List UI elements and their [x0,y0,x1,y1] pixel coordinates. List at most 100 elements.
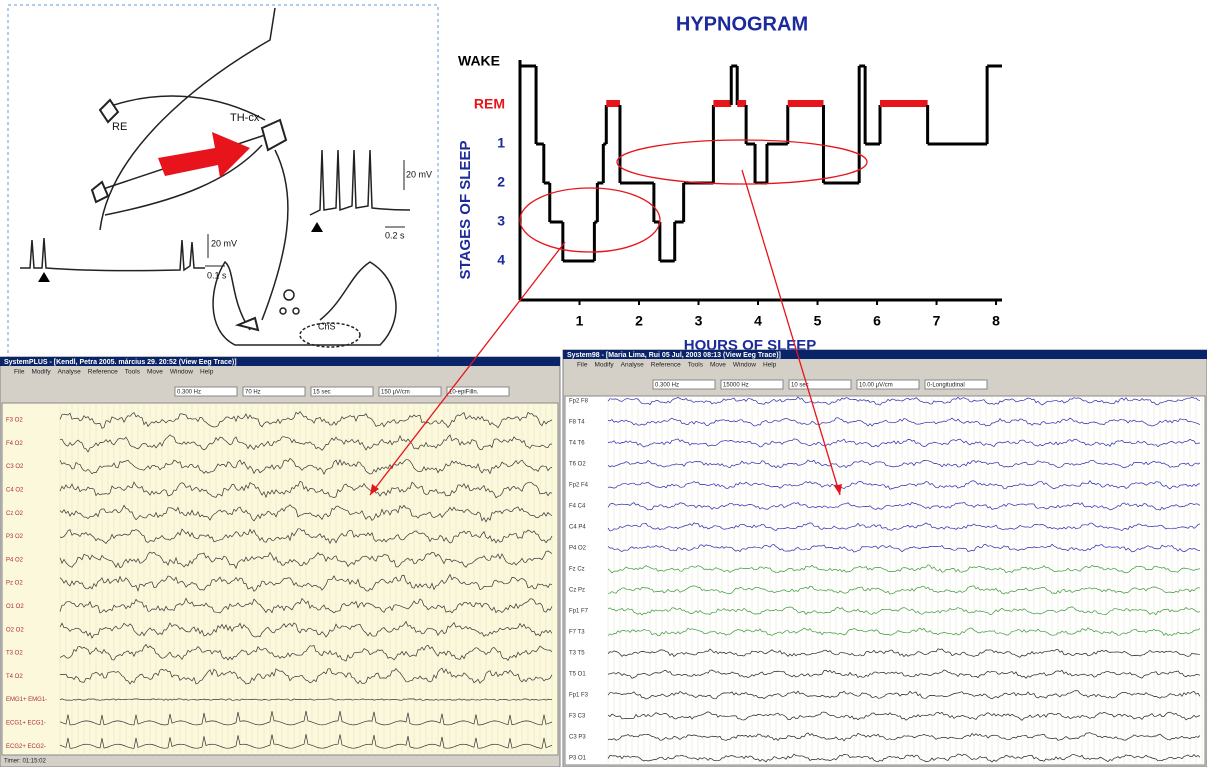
eeg-trace [607,606,1201,616]
diagram-frame [7,4,439,359]
menu-item: Window [733,362,756,369]
label: 0.1 s [207,270,227,280]
eeg-trace [59,550,553,570]
channel-label: O1 O2 [6,604,24,610]
toolbar-field [242,386,306,397]
toolbar-value: 0.300 Hz [655,383,679,389]
menu-item: Modify [594,362,614,369]
channel-label: P3 O1 [569,756,587,762]
rem-block [606,100,620,107]
title-bar [0,357,560,366]
toolbar-value: 15000 Hz [723,383,749,389]
x-tick-label: 4 [754,313,762,329]
toolbar-value: 0-Longitudinal [927,383,965,389]
title-bar [563,350,1207,359]
eeg-trace [607,564,1201,574]
annotations [369,139,868,496]
y-axis-label: STAGES OF SLEEP [457,141,474,280]
hypnogram: 1 2 3 4 5 6 7 8 WAKE REM 1 2 3 4 [458,53,1002,329]
toolbar-value: 10 sec [791,383,809,389]
channel-label: Fp2 F8 [569,399,589,405]
x-tick-label: 8 [992,313,1000,329]
channel-label: C4 P4 [569,525,586,531]
label: ChS [318,321,336,331]
menu-item: Help [200,369,214,376]
menu-item: Analyse [58,369,82,376]
channel-label: P4 O2 [6,557,24,563]
channel-label: F7 T3 [569,630,585,636]
eeg-trace [607,479,1201,490]
eeg-trace [607,438,1200,448]
eeg-window-left: SystemPLUS - [Kendl, Petra 2005. március… [0,356,561,768]
trace-area [564,395,1206,766]
eeg-trace [59,734,553,749]
rem-block [713,100,732,107]
menu-item: Move [147,369,163,376]
menu-item: Tools [125,369,141,376]
eeg-trace [59,597,553,614]
toolbar-field [446,386,510,397]
channel-label: P4 O2 [569,546,587,552]
y-tick-label: WAKE [458,53,500,69]
eeg-trace [607,459,1201,469]
toolbar-field [788,379,852,390]
menu-item: Help [763,362,777,369]
toolbar-field [856,379,920,390]
menu-item: Move [710,362,726,369]
eeg-window-right: System98 - [Maria Lima, Rui 05 Jul, 2003… [562,349,1207,768]
eeg-trace [59,411,553,429]
channel-label: F3 C3 [569,714,586,720]
toolbar-field [310,386,374,397]
channel-label: T6 O2 [569,462,586,468]
toolbar-value: 10-epiFilln. [449,390,479,396]
toolbar-value: 10.00 µV/cm [859,383,893,389]
y-tick-label: 4 [497,252,505,268]
eeg-trace [59,620,553,639]
channel-label: O2 O2 [6,627,24,633]
eeg-trace [59,504,553,523]
label: RE [112,121,127,133]
channel-label: Cz Pz [569,588,585,594]
menu-item: Reference [651,362,681,369]
x-tick-label: 3 [695,313,703,329]
channel-label: T3 O2 [6,651,23,657]
channel-label: ECG1+ ECG1- [6,720,46,726]
rem-block [737,100,747,107]
channel-label: F4 O2 [6,441,23,447]
y-tick-label: 1 [497,135,505,151]
channel-label: F3 O2 [6,418,23,424]
x-tick-label: 5 [814,313,822,329]
x-tick-label: 7 [933,313,941,329]
channel-label: F4 C4 [569,504,586,510]
x-tick-label: 2 [635,313,643,329]
eeg-trace [59,710,553,726]
channel-label: T3 T5 [569,651,585,657]
eeg-trace [607,753,1201,763]
eeg-trace [59,434,552,453]
eeg-trace [607,501,1201,511]
eeg-trace [608,585,1201,595]
neuron-diagram: RE TH-cx 20 mV 0.1 s 20 mV 0.2 s ChS [7,4,439,359]
label: 20 mV [211,238,237,248]
label: TH-cx [230,112,260,124]
channel-label: F8 T4 [569,420,585,426]
channel-label: P3 O2 [6,534,24,540]
eeg-trace [607,690,1201,700]
eeg-trace [59,480,553,499]
channel-label: EMG1+ EMG1- [6,697,47,703]
eeg-trace [59,667,553,685]
rem-block [787,100,824,107]
eeg-trace [59,573,553,592]
eeg-trace [607,669,1201,679]
menu-item: Window [170,369,193,376]
toolbar-field [174,386,238,397]
channel-label: Fp1 F3 [569,693,589,699]
eeg-trace [607,711,1201,721]
toolbar-field [720,379,784,390]
window-title: SystemPLUS - [Kendl, Petra 2005. március… [4,359,237,366]
menu-item: Modify [31,369,51,376]
channel-label: C4 O2 [6,487,24,493]
label: 20 mV [406,169,432,179]
trace-area [1,402,559,756]
channel-label: ECG2+ ECG2- [6,744,46,750]
